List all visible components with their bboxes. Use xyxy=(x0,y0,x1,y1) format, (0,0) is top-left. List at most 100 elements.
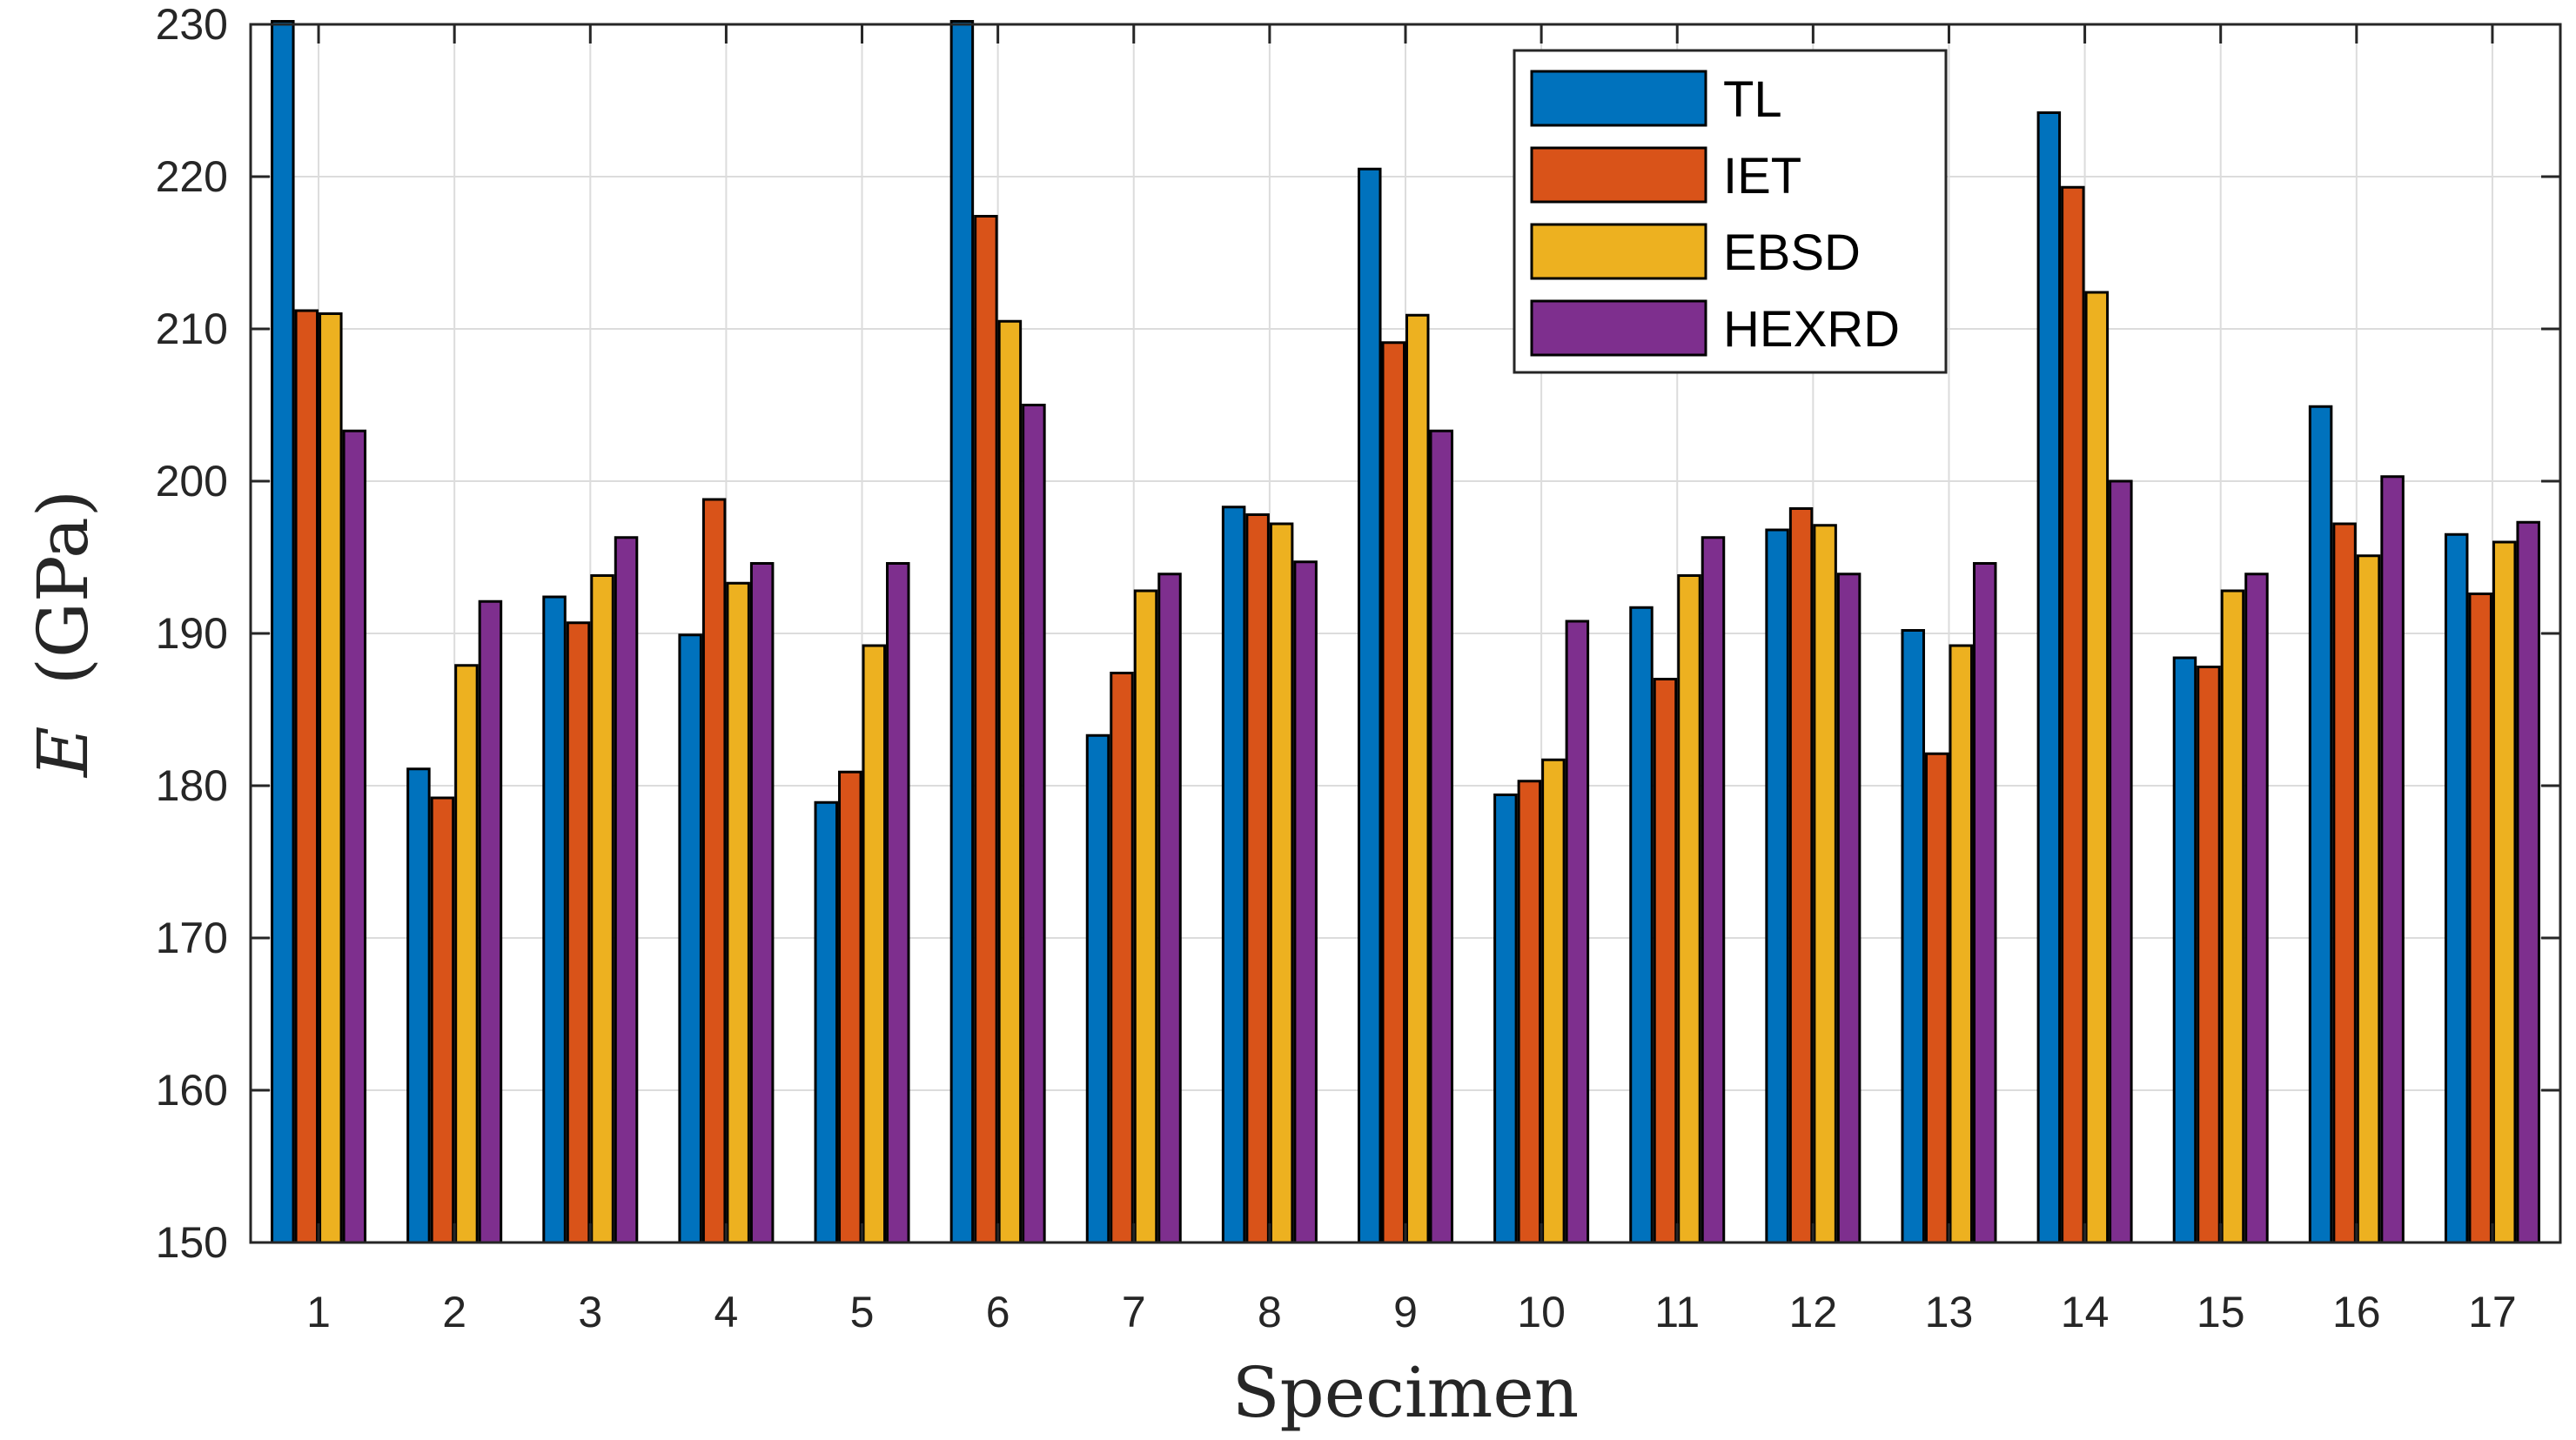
x-tick-label: 3 xyxy=(578,1288,602,1336)
bar-tl-specimen-9 xyxy=(1358,167,1382,1244)
x-tick-label: 13 xyxy=(1925,1288,1974,1336)
y-tick-label: 180 xyxy=(156,761,228,810)
x-tick-label: 1 xyxy=(306,1288,331,1336)
bar-ebsd-specimen-17 xyxy=(2492,540,2517,1244)
bar-hexrd-specimen-5 xyxy=(886,562,910,1244)
bar-iet-specimen-7 xyxy=(1110,672,1134,1244)
bar-tl-specimen-17 xyxy=(2444,532,2469,1244)
bar-ebsd-specimen-13 xyxy=(1949,644,1973,1244)
bar-hexrd-specimen-15 xyxy=(2244,573,2269,1244)
bar-iet-specimen-4 xyxy=(701,498,727,1244)
y-axis-label: E (GPa) xyxy=(23,490,104,779)
legend: TL IET EBSD HEXRD xyxy=(1513,49,1948,374)
x-tick-label: 9 xyxy=(1393,1288,1418,1336)
bar-ebsd-specimen-2 xyxy=(454,664,479,1244)
bar-hexrd-specimen-6 xyxy=(1022,404,1046,1244)
bar-ebsd-specimen-11 xyxy=(1677,574,1701,1244)
bar-iet-specimen-10 xyxy=(1517,780,1542,1244)
bar-ebsd-specimen-8 xyxy=(1269,522,1294,1244)
bar-iet-specimen-9 xyxy=(1381,341,1405,1244)
bar-ebsd-specimen-4 xyxy=(726,581,750,1244)
bar-tl-specimen-7 xyxy=(1085,733,1110,1244)
bar-ebsd-specimen-9 xyxy=(1405,313,1430,1244)
bar-hexrd-specimen-4 xyxy=(749,562,775,1244)
bar-ebsd-specimen-3 xyxy=(590,574,614,1244)
bar-ebsd-specimen-15 xyxy=(2220,589,2245,1244)
bar-iet-specimen-17 xyxy=(2468,593,2492,1244)
x-tick-label: 6 xyxy=(986,1288,1010,1336)
y-tick-label: 220 xyxy=(156,152,228,201)
bar-ebsd-specimen-12 xyxy=(1813,524,1837,1244)
x-tick-label: 17 xyxy=(2468,1288,2517,1336)
x-tick-label: 4 xyxy=(714,1288,739,1336)
bar-tl-specimen-15 xyxy=(2172,656,2197,1244)
y-tick-label: 210 xyxy=(156,305,228,353)
legend-swatch-tl xyxy=(1530,70,1707,127)
y-axis-symbol: E xyxy=(23,727,104,779)
bar-tl-specimen-13 xyxy=(1901,629,1925,1244)
x-tick-label: 10 xyxy=(1517,1288,1566,1336)
bar-iet-specimen-11 xyxy=(1653,678,1678,1244)
y-tick-label: 160 xyxy=(156,1066,228,1115)
bar-tl-specimen-6 xyxy=(949,20,975,1244)
y-tick-label: 150 xyxy=(156,1218,228,1267)
bar-tl-specimen-14 xyxy=(2036,111,2062,1244)
bar-marks xyxy=(271,20,2540,1244)
x-axis-label: Specimen xyxy=(1232,1352,1579,1433)
bar-tl-specimen-10 xyxy=(1493,794,1518,1244)
x-tick-label: 11 xyxy=(1654,1288,1700,1336)
legend-label-tl: TL xyxy=(1723,71,1782,128)
bar-iet-specimen-3 xyxy=(566,621,591,1244)
bar-ebsd-specimen-7 xyxy=(1133,589,1158,1244)
bar-hexrd-specimen-1 xyxy=(342,429,367,1244)
bar-ebsd-specimen-5 xyxy=(862,644,887,1244)
bar-tl-specimen-12 xyxy=(1765,528,1789,1244)
bar-tl-specimen-2 xyxy=(406,767,431,1244)
bar-ebsd-specimen-10 xyxy=(1541,758,1566,1244)
bar-iet-specimen-2 xyxy=(430,796,455,1244)
bar-iet-specimen-8 xyxy=(1245,513,1270,1244)
bar-hexrd-specimen-11 xyxy=(1701,536,1726,1244)
y-tick-label: 200 xyxy=(156,457,228,506)
bar-tl-specimen-11 xyxy=(1629,606,1654,1244)
y-tick-label: 170 xyxy=(156,914,228,962)
bar-hexrd-specimen-12 xyxy=(1836,573,1862,1244)
bar-iet-specimen-15 xyxy=(2197,666,2221,1244)
bar-iet-specimen-6 xyxy=(974,215,998,1244)
bar-tl-specimen-4 xyxy=(678,633,702,1244)
x-tick-label: 14 xyxy=(2061,1288,2110,1336)
bar-iet-specimen-12 xyxy=(1788,507,1814,1244)
y-axis-unit: (GPa) xyxy=(23,490,104,685)
bar-iet-specimen-14 xyxy=(2061,185,2085,1244)
bar-tl-specimen-5 xyxy=(814,800,839,1244)
x-tick-label: 16 xyxy=(2332,1288,2381,1336)
bar-ebsd-specimen-14 xyxy=(2084,291,2110,1244)
legend-swatch-iet xyxy=(1530,146,1707,204)
y-tick-label: 230 xyxy=(156,0,228,49)
legend-label-ebsd: EBSD xyxy=(1723,224,1861,281)
bar-hexrd-specimen-10 xyxy=(1565,620,1590,1244)
bar-hexrd-specimen-17 xyxy=(2516,520,2540,1244)
bar-iet-specimen-16 xyxy=(2332,522,2357,1244)
bar-ebsd-specimen-6 xyxy=(997,319,1023,1244)
legend-label-iet: IET xyxy=(1723,148,1801,204)
bar-hexrd-specimen-2 xyxy=(478,599,503,1244)
bar-hexrd-specimen-3 xyxy=(614,536,639,1244)
bar-hexrd-specimen-13 xyxy=(1972,562,1997,1244)
x-tick-label: 2 xyxy=(442,1288,466,1336)
bar-hexrd-specimen-8 xyxy=(1293,560,1318,1244)
x-tick-label: 8 xyxy=(1258,1288,1282,1336)
bar-tl-specimen-16 xyxy=(2308,405,2333,1244)
bar-tl-specimen-8 xyxy=(1221,506,1246,1244)
bar-iet-specimen-13 xyxy=(1924,752,1949,1244)
bar-ebsd-specimen-16 xyxy=(2356,554,2381,1244)
bar-ebsd-specimen-1 xyxy=(319,312,343,1244)
x-tick-label: 5 xyxy=(850,1288,875,1336)
bar-hexrd-specimen-16 xyxy=(2380,475,2405,1244)
bar-hexrd-specimen-7 xyxy=(1157,573,1182,1244)
x-tick-label: 12 xyxy=(1789,1288,1838,1336)
bar-iet-specimen-5 xyxy=(838,770,862,1244)
x-tick-label: 7 xyxy=(1122,1288,1146,1336)
